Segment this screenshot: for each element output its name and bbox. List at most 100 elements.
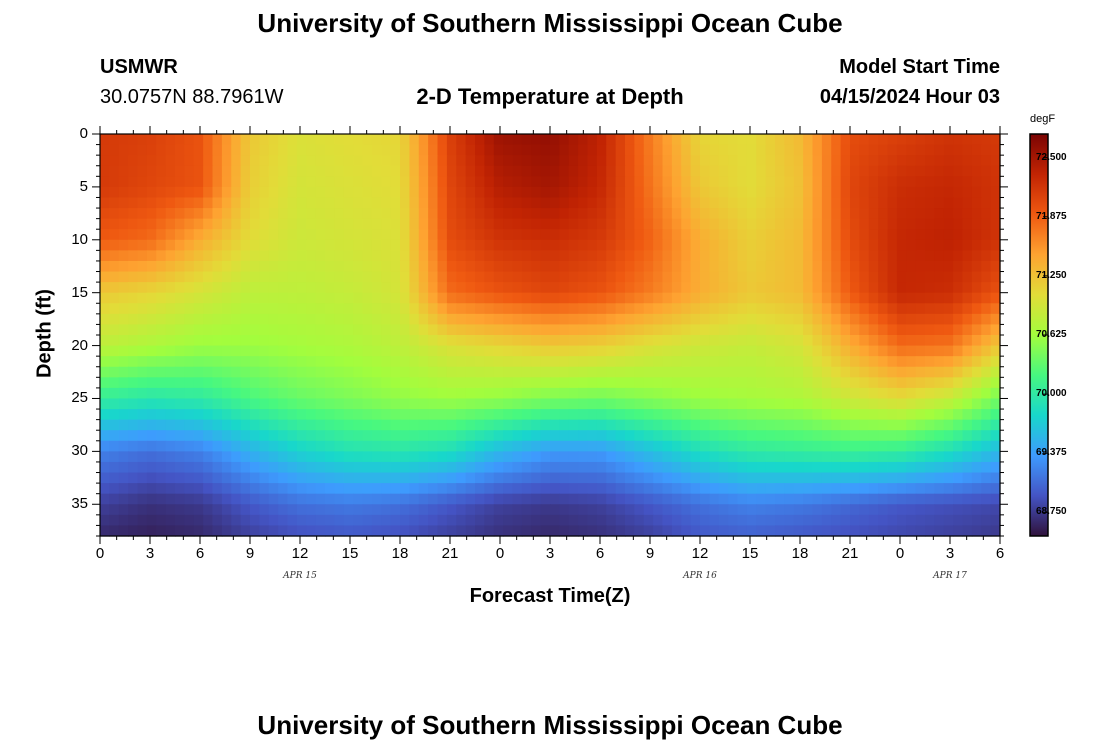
heatmap-cell [793, 483, 804, 495]
heatmap-cell [915, 155, 926, 167]
heatmap-cell [868, 409, 879, 421]
heatmap-cell [353, 260, 364, 273]
heatmap-cell [915, 451, 926, 463]
heatmap-cell [606, 324, 617, 336]
heatmap-cell [484, 292, 495, 304]
heatmap-cell [306, 398, 317, 410]
heatmap-cell [681, 440, 692, 452]
heatmap-cell [353, 493, 364, 505]
heatmap-cell [315, 176, 326, 188]
heatmap-cell [278, 186, 289, 199]
heatmap-cell [156, 504, 167, 516]
heatmap-cell [821, 165, 832, 177]
y-tick-label: 30 [71, 442, 88, 460]
heatmap-cell [437, 186, 448, 199]
heatmap-cell [653, 303, 664, 315]
heatmap-cell [803, 504, 814, 516]
heatmap-cell [287, 356, 298, 368]
heatmap-cell [943, 324, 954, 336]
heatmap-cell [165, 356, 176, 368]
heatmap-cell [446, 218, 457, 230]
heatmap-cell [512, 260, 523, 273]
heatmap-cell [812, 440, 823, 452]
heatmap-cell [446, 271, 457, 283]
heatmap-cell [793, 271, 804, 283]
heatmap-cell [803, 461, 814, 474]
heatmap-cell [793, 409, 804, 421]
heatmap-cell [409, 483, 420, 495]
heatmap-cell [362, 356, 373, 368]
heatmap-cell [156, 229, 167, 241]
heatmap-cell [343, 345, 354, 357]
heatmap-cell [175, 366, 185, 378]
heatmap-cell [109, 514, 120, 527]
heatmap-cell [175, 324, 185, 336]
heatmap-cell [643, 461, 654, 474]
heatmap-cell [709, 134, 720, 146]
heatmap-cell [756, 335, 767, 347]
heatmap-cell [803, 282, 814, 294]
heatmap-cell [756, 186, 767, 199]
heatmap-cell [212, 218, 223, 230]
heatmap-cell [700, 483, 710, 495]
heatmap-cell [793, 387, 804, 400]
heatmap-cell [400, 324, 410, 336]
heatmap-cell [981, 250, 992, 262]
heatmap-cell [465, 419, 476, 431]
heatmap-cell [212, 239, 223, 251]
heatmap-cell [484, 229, 495, 241]
heatmap-cell [878, 514, 889, 527]
heatmap-cell [803, 155, 814, 167]
heatmap-cell [250, 461, 260, 474]
heatmap-cell [925, 451, 935, 463]
heatmap-cell [175, 387, 185, 400]
heatmap-cell [428, 419, 439, 431]
heatmap-cell [221, 144, 232, 156]
heatmap-cell [906, 504, 917, 516]
heatmap-cell [146, 483, 157, 495]
heatmap-cell [428, 345, 439, 357]
heatmap-cell [756, 303, 767, 315]
heatmap-cell [821, 229, 832, 241]
heatmap-cell [381, 493, 392, 505]
heatmap-cell [325, 176, 335, 188]
heatmap-cell [156, 239, 167, 251]
heatmap-cell [718, 419, 729, 431]
heatmap-cell [634, 451, 645, 463]
heatmap-cell [990, 514, 1001, 527]
heatmap-cell [184, 165, 195, 177]
heatmap-cell [934, 250, 945, 262]
heatmap-cell [456, 239, 467, 251]
heatmap-cell [146, 345, 157, 357]
heatmap-cell [634, 377, 645, 389]
heatmap-cell [428, 260, 439, 273]
heatmap-cell [700, 419, 710, 431]
heatmap-cell [606, 303, 617, 315]
heatmap-cell [484, 250, 495, 262]
heatmap-cell [587, 144, 598, 156]
heatmap-cell [568, 165, 579, 177]
heatmap-cell [943, 504, 954, 516]
heatmap-cell [737, 303, 748, 315]
heatmap-cell [296, 208, 307, 220]
heatmap-cell [193, 409, 204, 421]
heatmap-cell [465, 461, 476, 474]
heatmap-cell [409, 335, 420, 347]
heatmap-cell [803, 176, 814, 188]
heatmap-cell [868, 229, 879, 241]
heatmap-cell [625, 419, 635, 431]
heatmap-cell [231, 504, 242, 516]
heatmap-cell [437, 176, 448, 188]
heatmap-cell [287, 292, 298, 304]
heatmap-cell [118, 144, 129, 156]
heatmap-cell [212, 144, 223, 156]
heatmap-cell [484, 493, 495, 505]
heatmap-cell [896, 303, 907, 315]
heatmap-cell [681, 472, 692, 484]
heatmap-cell [456, 313, 467, 326]
heatmap-cell [540, 440, 551, 452]
heatmap-cell [915, 504, 926, 516]
heatmap-cell [503, 377, 514, 389]
heatmap-cell [634, 134, 645, 146]
heatmap-cell [868, 430, 879, 442]
